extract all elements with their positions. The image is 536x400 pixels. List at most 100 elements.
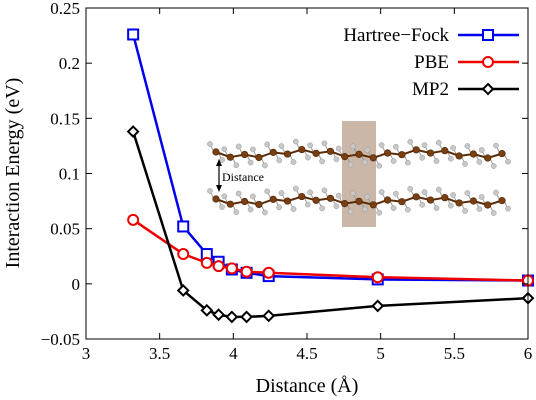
y-tick-label: −0.05 — [41, 330, 80, 349]
arrow-head-up — [216, 159, 222, 166]
hydrogen-atom — [433, 158, 440, 164]
hydrogen-atom — [276, 204, 283, 211]
data-point — [127, 28, 140, 41]
hydrogen-atom — [450, 192, 456, 198]
carbon-atom — [412, 193, 420, 201]
carbon-atom — [498, 150, 506, 158]
hydrogen-atom — [278, 143, 285, 149]
data-point — [371, 299, 385, 313]
hydrogen-atom — [319, 205, 325, 212]
hydrogen-atom — [235, 143, 242, 150]
data-point — [126, 125, 140, 138]
hydrogen-atom — [307, 189, 313, 196]
carbon-atom — [226, 153, 234, 161]
legend-marker — [482, 56, 494, 68]
hydrogen-atom — [333, 156, 340, 163]
hydrogen-atom — [490, 163, 497, 169]
carbon-atom — [241, 150, 249, 159]
y-tick-label: 0 — [72, 275, 81, 294]
series-pbe — [127, 213, 534, 287]
hydrogen-atom — [347, 208, 354, 215]
hydrogen-atom — [319, 158, 325, 165]
data-point — [200, 303, 214, 317]
arrow-head-down — [216, 185, 222, 192]
y-tick-label: 0.05 — [50, 220, 80, 239]
carbon-atom — [283, 197, 292, 205]
hydrogen-atom — [421, 189, 428, 195]
series-hartree-fock — [127, 28, 534, 287]
x-tick-label: 3.5 — [149, 344, 170, 363]
hydrogen-atom — [292, 138, 299, 145]
carbon-atom — [455, 199, 463, 207]
hydrogen-atom — [262, 162, 268, 169]
hydrogen-atom — [390, 158, 397, 164]
carbon-atom — [226, 200, 234, 208]
x-tick-label: 5 — [376, 344, 385, 363]
carbon-atom — [484, 201, 492, 209]
x-tick-label: 6 — [524, 344, 533, 363]
hydrogen-atom — [419, 154, 426, 161]
hydrogen-atom — [462, 208, 468, 214]
hydrogen-atom — [478, 194, 485, 200]
hydrogen-atom — [433, 205, 440, 211]
hydrogen-atom — [493, 189, 499, 196]
legend-marker — [482, 29, 494, 41]
data-point — [225, 310, 239, 324]
x-tick-label: 5.5 — [444, 344, 465, 363]
data-point — [177, 248, 190, 261]
hydrogen-atom — [250, 193, 256, 200]
hydrogen-atom — [321, 187, 328, 194]
upper-chain — [207, 138, 511, 169]
hydrogen-atom — [364, 146, 371, 153]
hydrogen-atom — [304, 154, 311, 161]
hydrogen-atom — [321, 140, 328, 147]
hydrogen-atom — [233, 162, 240, 169]
carbon-atom — [398, 151, 406, 159]
hydrogen-atom — [407, 185, 414, 192]
carbon-atom — [355, 150, 363, 158]
hydrogen-atom — [505, 158, 511, 165]
hydrogen-atom — [292, 185, 299, 192]
hydrogen-atom — [250, 146, 256, 153]
hydrogen-atom — [493, 142, 499, 149]
carbon-atom — [426, 196, 435, 204]
hydrogen-atom — [221, 193, 228, 200]
hydrogen-atom — [478, 147, 485, 153]
data-point — [240, 310, 254, 324]
hydrogen-atom — [464, 190, 471, 196]
hydrogen-atom — [393, 190, 399, 197]
hydrogen-atom — [290, 159, 297, 165]
carbon-atom — [212, 195, 220, 203]
hydrogen-atom — [335, 145, 342, 152]
data-point — [262, 309, 276, 323]
hydrogen-atom — [393, 143, 399, 150]
data-point — [177, 220, 190, 233]
hydrogen-atom — [247, 159, 254, 166]
hydrogen-atom — [378, 189, 385, 195]
hydrogen-atom — [307, 142, 313, 149]
hydrogen-atom — [407, 138, 414, 145]
legend-label: PBE — [414, 52, 449, 73]
legend-marker — [481, 82, 495, 96]
hydrogen-atom — [476, 159, 483, 165]
hydrogen-atom — [262, 209, 268, 216]
hydrogen-atom — [276, 157, 283, 164]
carbon-atom — [469, 150, 478, 158]
carbon-atom — [426, 149, 435, 157]
highlight-band — [342, 121, 376, 227]
hydrogen-atom — [435, 186, 442, 193]
data-point — [212, 308, 226, 322]
legend-label: Hartree−Fock — [343, 25, 449, 46]
series-line — [132, 218, 529, 282]
y-tick-label: 0.25 — [50, 0, 80, 18]
hydrogen-atom — [421, 142, 428, 148]
carbon-atom — [384, 196, 392, 204]
hydrogen-atom — [462, 161, 468, 167]
carbon-atom — [441, 147, 449, 155]
hydrogen-atom — [219, 204, 225, 210]
data-point — [200, 256, 213, 269]
series-line — [131, 131, 529, 319]
carbon-atom — [441, 194, 449, 202]
carbon-atom — [298, 145, 306, 154]
